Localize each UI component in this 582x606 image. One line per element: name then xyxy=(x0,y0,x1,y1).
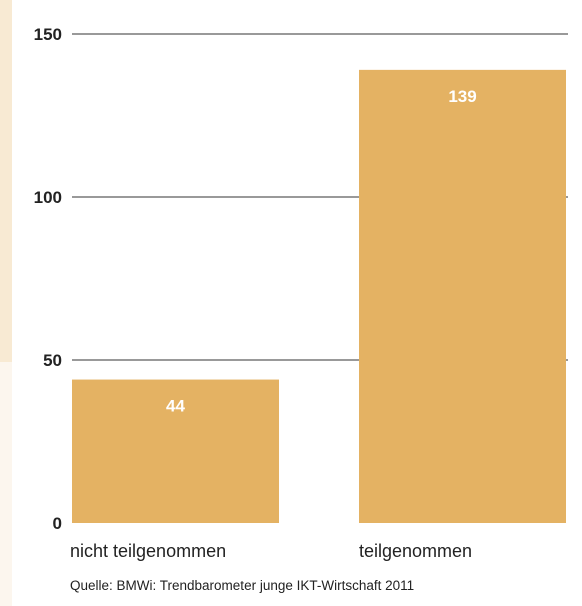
bars: 44 139 xyxy=(72,69,566,524)
source-note: Quelle: BMWi: Trendbarometer junge IKT-W… xyxy=(70,578,415,593)
y-tick-label: 0 xyxy=(53,514,62,533)
bar-0 xyxy=(72,379,279,523)
bar-1 xyxy=(359,69,566,524)
y-axis-ticks: 0 50 100 150 xyxy=(34,25,62,533)
data-label-0: 44 xyxy=(166,397,185,416)
y-tick-label: 100 xyxy=(34,188,62,207)
data-label-1: 139 xyxy=(448,87,476,106)
category-label-0: nicht teilgenommen xyxy=(70,541,226,561)
y-tick-label: 150 xyxy=(34,25,62,44)
y-tick-label: 50 xyxy=(43,351,62,370)
x-axis-categories: nicht teilgenommen teilgenommen xyxy=(70,541,472,561)
category-label-1: teilgenommen xyxy=(359,541,472,561)
